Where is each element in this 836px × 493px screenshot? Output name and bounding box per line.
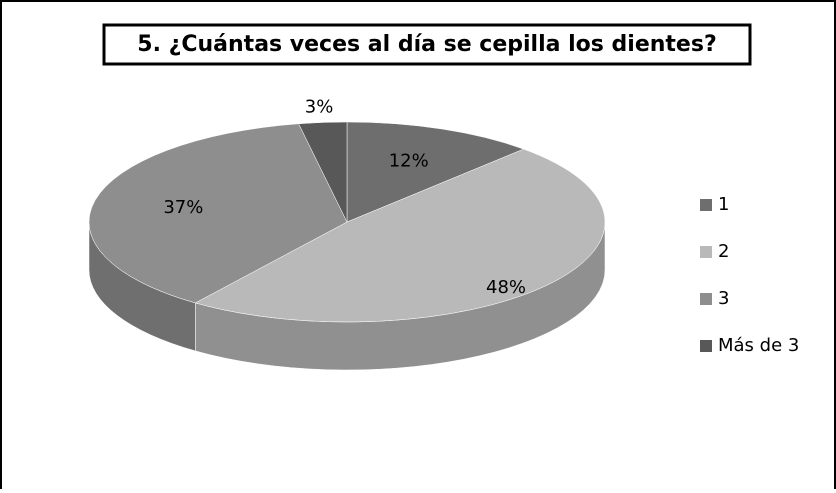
legend-swatch [700, 199, 712, 211]
data-label: 3% [305, 97, 334, 118]
data-label: 48% [486, 277, 526, 298]
slice [298, 121, 348, 223]
legend-label: Más de 3 [718, 335, 799, 356]
data-label: 12% [389, 151, 429, 172]
legend-label: 3 [718, 288, 729, 309]
legend-swatch [700, 340, 712, 352]
legend-swatch [700, 293, 712, 305]
slice [88, 123, 348, 304]
data-label: 37% [163, 197, 203, 218]
legend-label: 1 [718, 194, 729, 215]
title-box [102, 23, 752, 66]
slice [346, 121, 525, 223]
chart-title: 5. ¿Cuántas veces al día se cepilla los … [137, 32, 716, 57]
slice [194, 148, 606, 323]
legend-swatch [700, 246, 712, 258]
legend-label: 2 [718, 241, 729, 262]
